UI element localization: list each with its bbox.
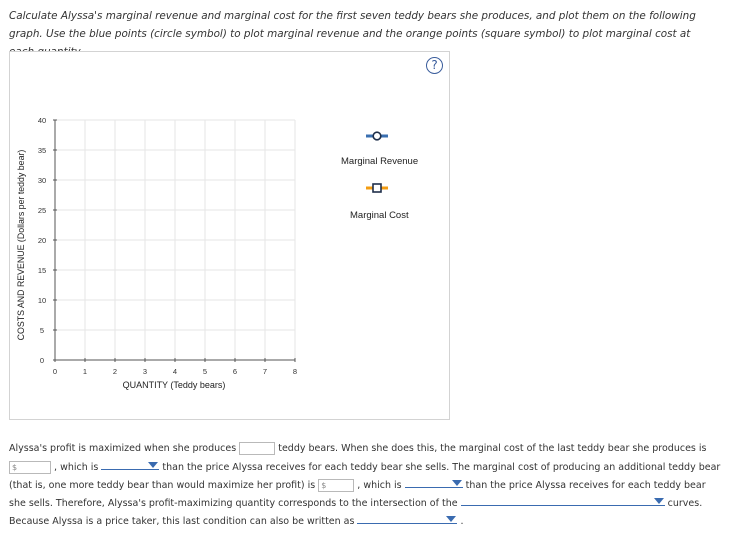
help-button[interactable]: ?	[426, 57, 443, 74]
comparison-dropdown-2[interactable]	[404, 476, 463, 488]
text-line2-b: than the price Alyssa receives for each …	[162, 462, 721, 473]
chevron-down-icon	[451, 480, 462, 486]
text-line4-a: she sells. Therefore, Alyssa's profit-ma…	[9, 498, 458, 509]
marginal-cost-tool[interactable]	[365, 180, 389, 194]
y-tick-label: 10	[38, 296, 46, 305]
mc-next-input[interactable]: $	[318, 479, 355, 492]
text-line5-a: Because Alyssa is a price taker, this la…	[9, 516, 355, 527]
text-line3-a: (that is, one more teddy bear than would…	[9, 480, 316, 491]
chart-ticks: 0 1 2 3 4 5 6 7 8 0 5 10 15 20 25 30 35 40	[38, 116, 297, 376]
text-line2-a: , which is	[54, 462, 99, 473]
text-line4-b: curves.	[667, 498, 703, 509]
dollar-prefix: $	[12, 463, 18, 472]
x-tick-label: 2	[113, 367, 117, 376]
text-line5-b: .	[460, 516, 464, 527]
circle-marker-icon	[366, 131, 388, 141]
x-tick-label: 4	[173, 367, 177, 376]
x-tick-label: 3	[143, 367, 147, 376]
x-tick-label: 6	[233, 367, 237, 376]
chart-grid	[55, 119, 296, 360]
square-marker-icon	[366, 183, 388, 193]
text-line3-c: than the price Alyssa receives for each …	[465, 480, 706, 491]
marginal-cost-label: Marginal Cost	[350, 210, 409, 221]
text-line1-b: teddy bears. When she does this, the mar…	[278, 443, 707, 454]
y-tick-label: 40	[38, 116, 46, 125]
x-tick-label: 8	[293, 367, 297, 376]
y-tick-label: 25	[38, 206, 46, 215]
comparison-dropdown-1[interactable]	[101, 458, 160, 470]
y-tick-label: 30	[38, 176, 46, 185]
marginal-revenue-tool[interactable]	[365, 128, 389, 142]
text-line1-a: Alyssa's profit is maximized when she pr…	[9, 443, 237, 454]
graph-panel	[9, 51, 450, 420]
y-tick-label: 5	[40, 326, 44, 335]
x-axis-label: QUANTITY (Teddy bears)	[123, 380, 226, 390]
chevron-down-icon	[148, 462, 159, 468]
x-tick-label: 7	[263, 367, 267, 376]
chevron-down-icon	[653, 498, 664, 504]
marginal-revenue-label: Marginal Revenue	[341, 156, 419, 167]
y-tick-label: 35	[38, 146, 46, 155]
dollar-prefix: $	[321, 481, 327, 490]
y-tick-label: 0	[40, 356, 44, 365]
x-tick-label: 5	[203, 367, 207, 376]
x-tick-label: 1	[83, 367, 87, 376]
x-tick-label: 0	[53, 367, 57, 376]
y-tick-label: 20	[38, 236, 46, 245]
fill-in-paragraph: Alyssa's profit is maximized when she pr…	[9, 440, 721, 530]
condition-dropdown[interactable]	[357, 512, 458, 524]
y-tick-label: 15	[38, 266, 46, 275]
quantity-input[interactable]	[239, 442, 276, 455]
y-axis-label: COSTS AND REVENUE (Dollars per teddy bea…	[16, 150, 26, 341]
text-line3-b: , which is	[357, 480, 402, 491]
curves-dropdown[interactable]	[460, 494, 665, 506]
mc-last-input[interactable]: $	[9, 461, 51, 474]
chevron-down-icon	[446, 516, 457, 522]
